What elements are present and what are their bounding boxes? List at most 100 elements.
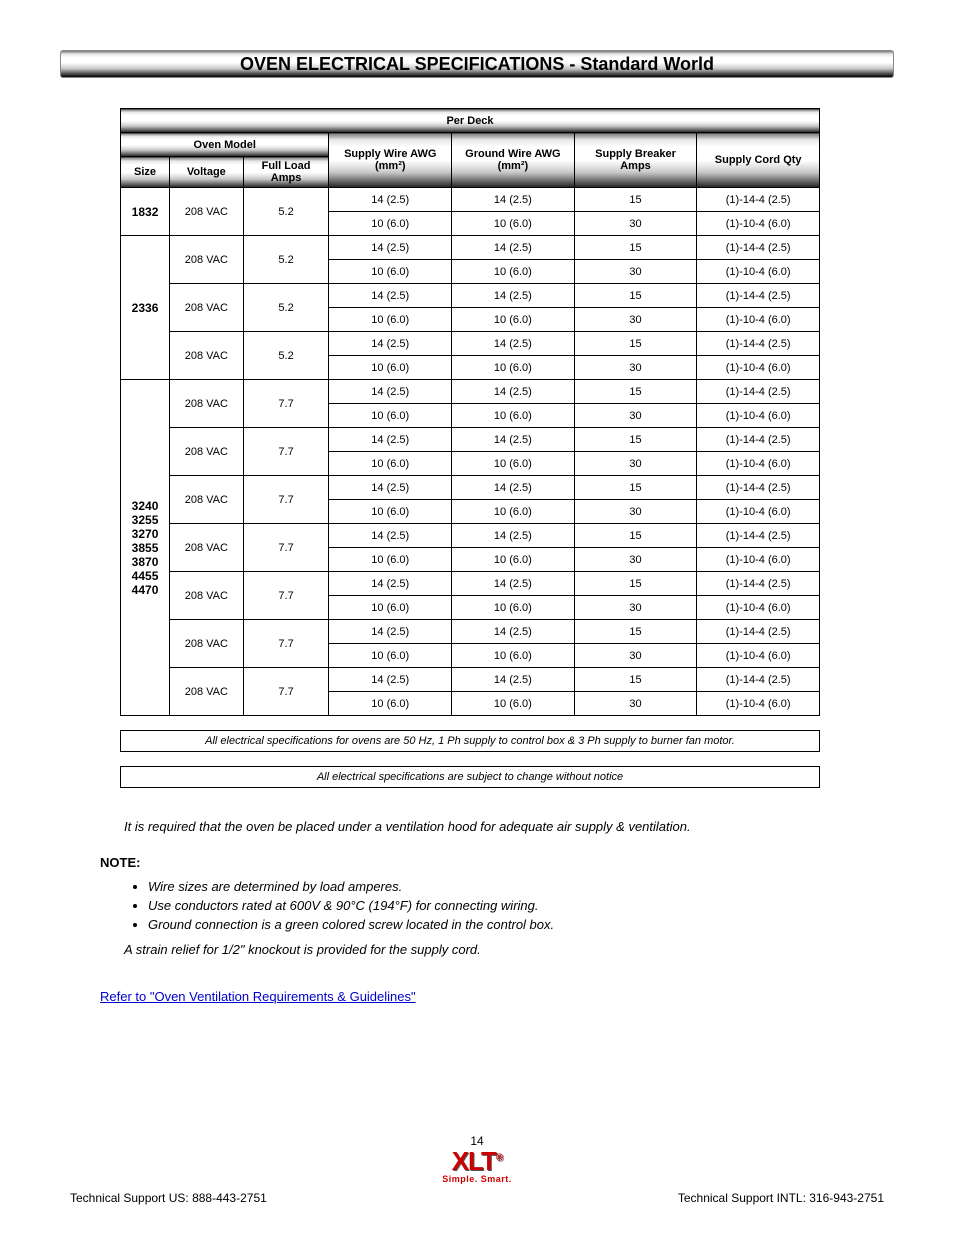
cell-value: 14 (2.5) [329,428,452,452]
cell-value: (1)-14-4 (2.5) [697,620,820,644]
cell-value: 10 (6.0) [452,596,575,620]
cell-value: 14 (2.5) [329,476,452,500]
th-perdeck: Per Deck [121,109,820,133]
cell-value: 14 (2.5) [452,620,575,644]
cell-value: 15 [574,236,697,260]
cell-value: 14 (2.5) [452,524,575,548]
th-volt: Voltage [170,157,244,188]
cell-value: 15 [574,284,697,308]
bullet-item: Ground connection is a green colored scr… [148,916,854,935]
cell-value: 15 [574,476,697,500]
cell-value: (1)-14-4 (2.5) [697,428,820,452]
cell-fla: 7.7 [243,428,329,476]
cell-voltage: 208 VAC [170,284,244,332]
cell-fla: 7.7 [243,380,329,428]
cell-value: 14 (2.5) [452,236,575,260]
vent-link-line: Refer to "Oven Ventilation Requirements … [100,989,894,1004]
cell-value: 30 [574,260,697,284]
cell-value: 10 (6.0) [329,596,452,620]
cell-voltage: 208 VAC [170,188,244,236]
cell-fla: 7.7 [243,572,329,620]
cell-value: 30 [574,596,697,620]
th-supplywire: Supply Wire AWG (mm²) [329,133,452,188]
cell-value: 10 (6.0) [329,644,452,668]
cell-value: 15 [574,524,697,548]
cell-voltage: 208 VAC [170,332,244,380]
cell-voltage: 208 VAC [170,620,244,668]
cell-value: 10 (6.0) [452,452,575,476]
th-cord: Supply Cord Qty [697,133,820,188]
cell-voltage: 208 VAC [170,572,244,620]
cell-value: 10 (6.0) [329,212,452,236]
cell-model: 3240325532703855387044554470 [121,380,170,716]
note-box-2: All electrical specifications are subjec… [120,766,820,788]
cell-value: 14 (2.5) [452,428,575,452]
footer-support-intl: Technical Support INTL: 316-943-2751 [678,1191,884,1205]
th-fla: Full Load Amps [243,157,329,188]
table-row: 208 VAC7.714 (2.5)14 (2.5)15(1)-14-4 (2.… [121,476,820,500]
cell-fla: 5.2 [243,284,329,332]
cell-value: (1)-10-4 (6.0) [697,596,820,620]
cell-value: 14 (2.5) [329,620,452,644]
cell-value: 10 (6.0) [452,548,575,572]
cell-value: 14 (2.5) [452,284,575,308]
cell-value: 15 [574,572,697,596]
cell-value: 10 (6.0) [452,644,575,668]
cell-value: (1)-10-4 (6.0) [697,260,820,284]
cell-value: 10 (6.0) [452,692,575,716]
spec-table-wrap: Per Deck Oven Model Supply Wire AWG (mm²… [120,108,820,716]
cell-value: (1)-10-4 (6.0) [697,500,820,524]
cell-fla: 7.7 [243,524,329,572]
cell-value: 10 (6.0) [329,692,452,716]
cell-value: 15 [574,188,697,212]
cell-value: 30 [574,356,697,380]
cell-value: 14 (2.5) [452,332,575,356]
spec-table: Per Deck Oven Model Supply Wire AWG (mm²… [120,108,820,716]
table-row: 208 VAC5.214 (2.5)14 (2.5)15(1)-14-4 (2.… [121,284,820,308]
cell-value: (1)-14-4 (2.5) [697,236,820,260]
cell-value: 14 (2.5) [452,380,575,404]
para-vent: It is required that the oven be placed u… [100,818,854,836]
cell-value: 10 (6.0) [329,404,452,428]
cell-value: (1)-10-4 (6.0) [697,404,820,428]
cell-fla: 7.7 [243,668,329,716]
table-row: 208 VAC7.714 (2.5)14 (2.5)15(1)-14-4 (2.… [121,620,820,644]
cell-fla: 7.7 [243,476,329,524]
cell-value: 10 (6.0) [329,356,452,380]
cell-value: (1)-10-4 (6.0) [697,356,820,380]
table-body: 1832208 VAC5.214 (2.5)14 (2.5)15(1)-14-4… [121,188,820,716]
cell-value: 10 (6.0) [452,260,575,284]
th-size: Size [121,157,170,188]
cell-value: (1)-14-4 (2.5) [697,188,820,212]
logo-tagline: Simple. Smart. [442,1174,512,1184]
cell-value: 14 (2.5) [452,188,575,212]
cell-value: 30 [574,212,697,236]
th-breaker: Supply Breaker Amps [574,133,697,188]
cell-fla: 5.2 [243,332,329,380]
cell-value: 14 (2.5) [329,236,452,260]
cell-value: 10 (6.0) [329,308,452,332]
cell-value: 15 [574,380,697,404]
cell-value: 14 (2.5) [329,524,452,548]
note-label: NOTE: [100,854,854,872]
cell-value: (1)-10-4 (6.0) [697,548,820,572]
cell-value: 30 [574,404,697,428]
cell-value: (1)-14-4 (2.5) [697,668,820,692]
cell-value: 10 (6.0) [452,404,575,428]
cell-value: 10 (6.0) [452,356,575,380]
cell-value: 30 [574,500,697,524]
cell-value: (1)-10-4 (6.0) [697,692,820,716]
table-row: 208 VAC5.214 (2.5)14 (2.5)15(1)-14-4 (2.… [121,332,820,356]
para-strain: A strain relief for 1/2" knockout is pro… [100,941,854,959]
cell-value: (1)-10-4 (6.0) [697,452,820,476]
cell-voltage: 208 VAC [170,524,244,572]
cell-value: 10 (6.0) [329,548,452,572]
cell-fla: 5.2 [243,236,329,284]
table-row: 3240325532703855387044554470208 VAC7.714… [121,380,820,404]
note-box-1: All electrical specifications for ovens … [120,730,820,752]
cell-value: (1)-14-4 (2.5) [697,476,820,500]
cell-value: (1)-10-4 (6.0) [697,212,820,236]
vent-link[interactable]: Refer to "Oven Ventilation Requirements … [100,989,416,1004]
cell-value: 14 (2.5) [329,380,452,404]
cell-fla: 7.7 [243,620,329,668]
